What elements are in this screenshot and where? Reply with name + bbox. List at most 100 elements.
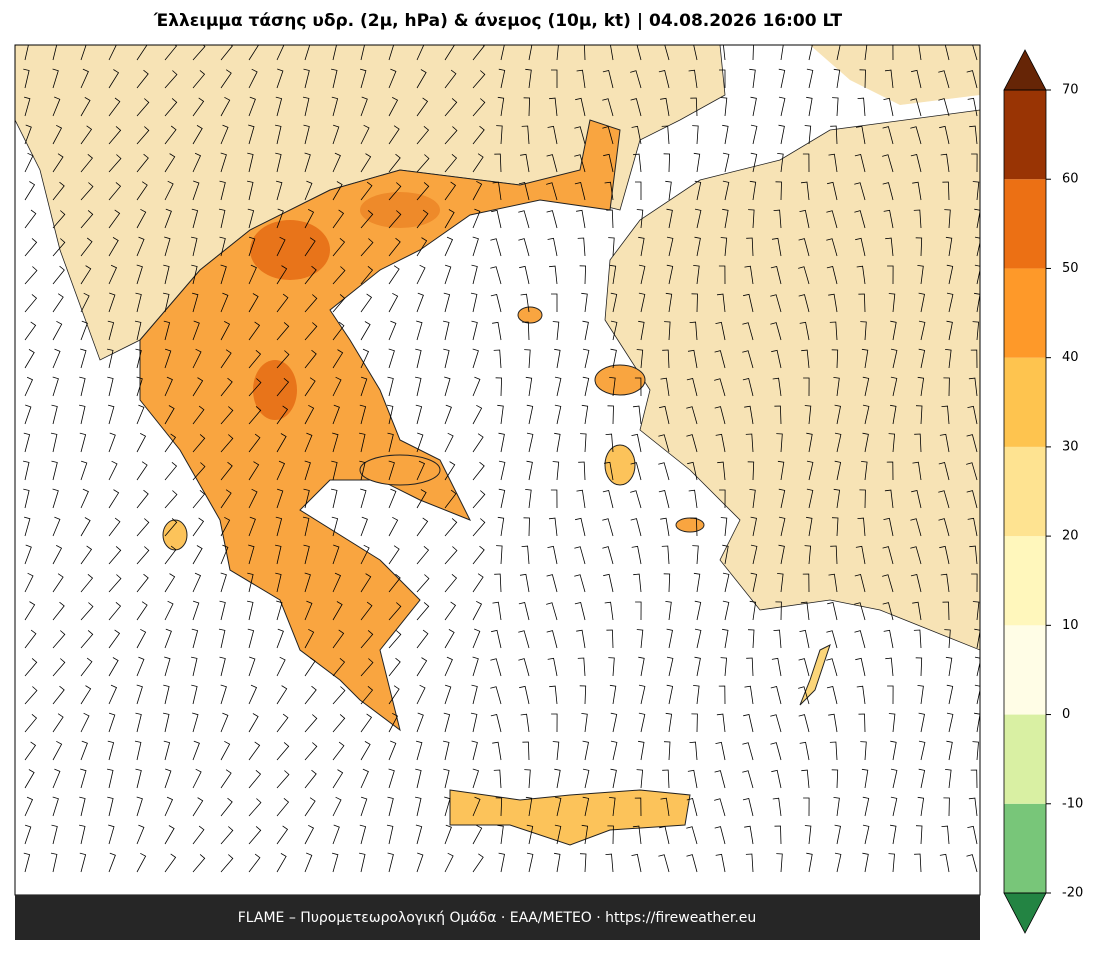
wind-barb <box>890 824 897 845</box>
wind-barb <box>722 600 730 621</box>
wind-barb <box>304 294 318 313</box>
wind-barb <box>136 489 149 509</box>
wind-barbs <box>23 45 980 873</box>
wind-barb <box>276 265 288 285</box>
wind-barb <box>164 70 178 89</box>
wind-barb <box>631 853 642 873</box>
wind-barb <box>890 768 898 789</box>
wind-barb <box>883 209 894 229</box>
wind-barb <box>638 264 646 285</box>
wind-barb <box>443 768 450 789</box>
wind-barb <box>24 349 35 369</box>
wind-barb <box>917 265 924 285</box>
wind-barb <box>749 68 756 89</box>
wind-barb <box>248 293 259 313</box>
wind-barb <box>633 153 642 173</box>
wind-barb <box>276 656 286 677</box>
wind-barb <box>688 69 698 89</box>
wind-barb <box>79 824 86 845</box>
colorbar-tick-label: 70 <box>1062 83 1079 98</box>
wind-barb <box>546 630 558 649</box>
island <box>162 519 188 551</box>
wind-barb <box>52 238 66 257</box>
wind-barb <box>826 686 838 705</box>
wind-barb <box>388 125 400 145</box>
wind-barb <box>472 573 484 593</box>
wind-barb <box>415 768 422 789</box>
wind-barb <box>714 350 726 369</box>
wind-barb <box>304 742 318 761</box>
wind-barb <box>861 768 869 789</box>
wind-barb <box>24 769 35 789</box>
wind-barb <box>750 544 758 565</box>
wind-barb <box>80 657 93 677</box>
wind-barb <box>444 684 452 705</box>
wind-barb <box>970 769 978 789</box>
wind-barb <box>550 489 558 509</box>
wind-barb <box>192 545 203 565</box>
wind-barb <box>801 349 810 369</box>
wind-barb <box>443 740 450 761</box>
wind-barb <box>247 152 254 173</box>
wind-barb <box>551 293 558 312</box>
wind-barb <box>163 712 170 733</box>
wind-barb <box>331 516 339 537</box>
wind-barb <box>24 321 37 341</box>
wind-barb <box>192 572 202 593</box>
wind-barb <box>945 236 953 257</box>
wind-barb <box>718 265 726 285</box>
wind-barb <box>799 741 810 761</box>
wind-barb <box>938 98 950 117</box>
wind-barb <box>79 432 87 453</box>
rhodes <box>799 644 831 706</box>
hot-spot <box>253 360 297 420</box>
wind-barb <box>636 349 644 369</box>
wind-barb <box>944 45 950 61</box>
wind-barb <box>248 68 258 89</box>
wind-barb <box>444 824 452 845</box>
wind-barb <box>691 293 698 313</box>
wind-barb <box>603 153 614 173</box>
crete <box>449 789 691 846</box>
wind-barb <box>388 97 399 117</box>
wind-barb <box>746 657 754 677</box>
wind-barb <box>859 489 866 509</box>
wind-barb <box>303 488 310 509</box>
wind-barb <box>304 852 313 873</box>
wind-barb <box>52 153 64 173</box>
wind-barb <box>638 740 645 761</box>
wind-barb <box>917 685 924 705</box>
wind-barb <box>608 237 615 257</box>
wind-barb <box>220 349 232 369</box>
wind-barb <box>556 45 559 61</box>
wind-barb <box>360 658 374 677</box>
wind-barb <box>332 294 346 313</box>
wind-barb <box>220 45 233 61</box>
wind-barb <box>108 154 122 173</box>
wind-barb <box>444 153 458 173</box>
wind-barb <box>745 433 754 453</box>
wind-barb <box>387 796 394 817</box>
wind-barb <box>386 824 394 845</box>
wind-barb <box>720 657 728 677</box>
wind-barb <box>52 516 61 537</box>
wind-barb <box>107 796 114 817</box>
wind-barb <box>749 489 756 509</box>
wind-barb <box>518 602 530 621</box>
wind-barb <box>415 796 422 817</box>
wind-barb <box>658 462 670 481</box>
colorbar-tick-label: 60 <box>1062 172 1079 187</box>
wind-barb <box>772 797 782 817</box>
wind-barb <box>946 320 953 341</box>
wind-barb <box>24 152 34 173</box>
wind-barb <box>943 797 950 817</box>
wind-barb <box>444 852 454 873</box>
wind-barb <box>974 628 980 649</box>
wind-barb <box>23 460 30 481</box>
wind-barb <box>331 96 339 117</box>
wind-barb <box>799 321 810 341</box>
wind-barb <box>610 768 617 789</box>
wind-barb <box>472 853 484 873</box>
wind-barb <box>247 180 254 201</box>
wind-barb <box>164 656 171 677</box>
